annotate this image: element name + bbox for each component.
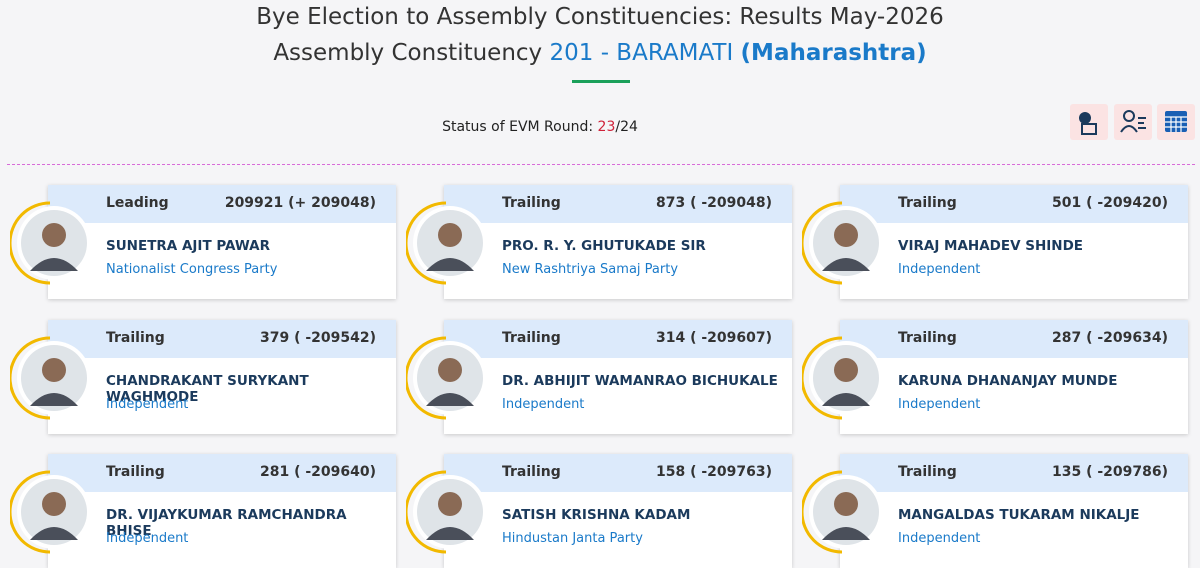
card-header <box>444 320 792 358</box>
candidate-name: CHANDRAKANT SURYKANT WAGHMODE <box>106 373 309 405</box>
subtitle: Assembly Constituency 201 - BARAMATI (Ma… <box>0 40 1200 66</box>
candidate-party: Independent <box>898 531 981 546</box>
card-header <box>444 185 792 223</box>
constituency-prefix: Assembly Constituency <box>273 40 543 66</box>
candidate-votes: 873 ( -209048) <box>655 195 772 211</box>
card-header <box>48 185 396 223</box>
candidate-status: Trailing <box>502 195 561 211</box>
round-status: Status of EVM Round: 23/24 <box>0 119 1080 135</box>
candidate-card: Trailing 873 ( -209048) PRO. R. Y. GHUTUKA… <box>444 185 792 299</box>
candidate-votes: 281 ( -209640) <box>259 464 376 480</box>
card-header <box>840 454 1188 492</box>
candidate-name: VIRAJ MAHADEV SHINDE <box>898 238 1084 254</box>
candidate-photo <box>8 336 94 424</box>
constituency: 201 - BARAMATI <box>549 40 734 66</box>
icon <box>1120 110 1146 133</box>
candidate-party: Independent <box>898 262 981 277</box>
candidate-party: Independent <box>106 397 189 412</box>
candidate-card: Trailing 281 ( -209640) DR. VIJAYKUMAR RAM… <box>48 454 396 568</box>
candidate-photo <box>8 201 94 289</box>
candidate-status: Trailing <box>898 464 957 480</box>
card-header <box>444 454 792 492</box>
avatar <box>8 336 91 420</box>
candidate-status: Trailing <box>106 330 165 346</box>
candidate-party: Hindustan Janta Party <box>502 531 643 546</box>
state: (Maharashtra) <box>740 40 927 66</box>
candidate-photo <box>800 201 886 289</box>
avatar <box>404 470 487 554</box>
candidate-status: Trailing <box>898 330 957 346</box>
avatar <box>8 201 91 285</box>
candidate-photo <box>404 201 490 289</box>
candidate-card: Trailing 379 ( -209542) CHANDRAKANT SURYKA… <box>48 320 396 434</box>
candidate-card: Trailing 501 ( -209420) VIRAJ MAHADEV SHIN… <box>840 185 1188 299</box>
candidate-card: Trailing 314 ( -209607) DR. ABHIJIT WAMANR… <box>444 320 792 434</box>
candidate-party: Independent <box>898 397 981 412</box>
chart-view-button[interactable] <box>1070 104 1108 140</box>
avatar <box>800 470 883 554</box>
candidate-name: KARUNA DHANANJAY MUNDE <box>898 373 1118 389</box>
candidate-status: Trailing <box>502 330 561 346</box>
list-view-button[interactable] <box>1114 104 1152 140</box>
candidate-votes: 287 ( -209634) <box>1051 330 1168 346</box>
candidate-votes: 158 ( -209763) <box>655 464 772 480</box>
card-header <box>48 320 396 358</box>
candidate-status: Leading <box>106 195 169 211</box>
candidate-name: SATISH KRISHNA KADAM <box>502 507 691 523</box>
candidate-name: DR. VIJAYKUMAR RAMCHANDRA BHISE <box>106 507 347 539</box>
card-header <box>840 320 1188 358</box>
round: 23 <box>597 119 616 135</box>
icon <box>1165 111 1187 132</box>
candidate-votes: 379 ( -209542) <box>259 330 376 346</box>
card-header <box>48 454 396 492</box>
divider <box>7 164 1195 165</box>
page: Bye Election to Assembly Constituencies:… <box>0 4 1200 554</box>
candidate-party: Independent <box>106 531 189 546</box>
avatar <box>8 470 91 554</box>
status-label: Status of EVM Round: <box>442 119 594 135</box>
round-total: /24 <box>615 119 638 135</box>
avatar <box>404 336 487 420</box>
candidate-votes: 135 ( -209786) <box>1051 464 1168 480</box>
candidate-photo <box>800 336 886 424</box>
avatar <box>800 201 883 285</box>
avatar <box>404 201 487 285</box>
candidate-name: DR. ABHIJIT WAMANRAO BICHUKALE <box>502 373 778 389</box>
candidate-card: Trailing 135 ( -209786) MANGALDAS TUKARAM … <box>840 454 1188 568</box>
avatar <box>800 336 883 420</box>
candidate-photo <box>404 336 490 424</box>
candidate-photo <box>404 470 490 558</box>
candidate-name: PRO. R. Y. GHUTUKADE SIR <box>502 238 706 254</box>
candidate-votes: 501 ( -209420) <box>1051 195 1168 211</box>
candidate-card: Trailing 287 ( -209634) KARUNA DHANANJAY M… <box>840 320 1188 434</box>
underline <box>572 80 630 83</box>
candidate-name: SUNETRA AJIT PAWAR <box>106 238 270 254</box>
candidate-status: Trailing <box>502 464 561 480</box>
candidate-name: MANGALDAS TUKARAM NIKALJE <box>898 507 1140 523</box>
candidate-card: Leading 209921 (+ 209048) SUNETRA AJIT PAW… <box>48 185 396 299</box>
candidate-status: Trailing <box>106 464 165 480</box>
card-header <box>840 185 1188 223</box>
icon <box>1079 112 1097 135</box>
candidate-party: Nationalist Congress Party <box>106 262 278 277</box>
candidate-photo <box>800 470 886 558</box>
candidate-votes: 209921 (+ 209048) <box>224 195 376 211</box>
candidate-photo <box>8 470 94 558</box>
candidate-party: Independent <box>502 397 585 412</box>
candidate-votes: 314 ( -209607) <box>655 330 772 346</box>
candidate-party: New Rashtriya Samaj Party <box>502 262 679 277</box>
table-view-button[interactable] <box>1157 104 1195 140</box>
candidate-status: Trailing <box>898 195 957 211</box>
candidate-card: Trailing 158 ( -209763) SATISH KRISHNA KAD… <box>444 454 792 568</box>
title: Bye Election to Assembly Constituencies:… <box>256 4 944 30</box>
